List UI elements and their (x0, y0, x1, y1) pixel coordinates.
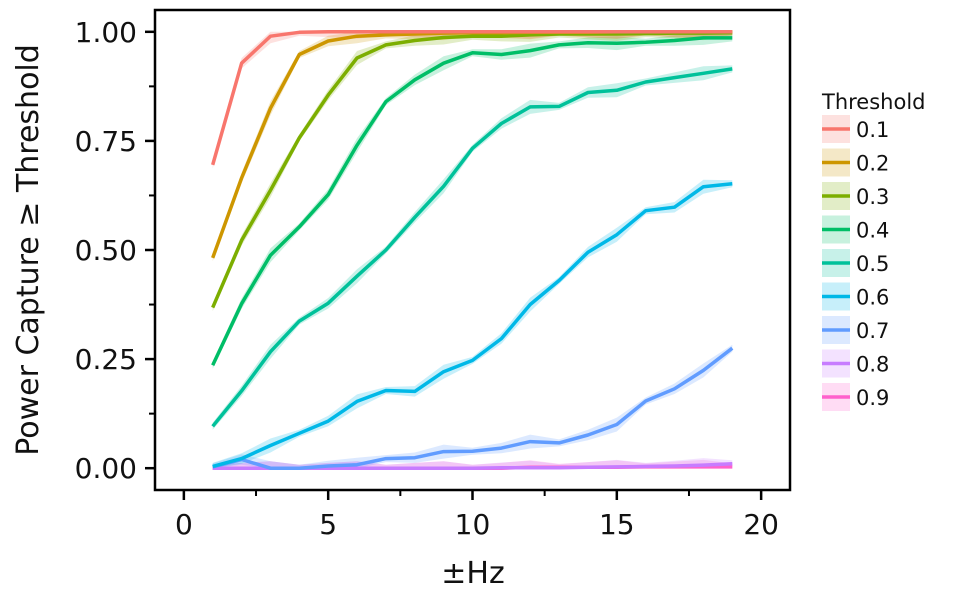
plot-frame (153, 8, 792, 492)
x-tick-label: 15 (599, 508, 635, 541)
legend: 0.1 0.2 0.3 0.4 0.5 0.6 0.7 0.8 0.9 (822, 115, 889, 411)
series-lines (211, 30, 734, 470)
y-tick-label: 1.00 (75, 16, 137, 49)
x-tick-label: 5 (319, 508, 337, 541)
y-tick-label: 0.50 (75, 234, 137, 267)
x-axis-ticks: 0 5 10 15 20 (175, 490, 779, 541)
x-tick-label: 0 (175, 508, 193, 541)
legend-label-0.9: 0.9 (856, 386, 889, 410)
y-tick-label: 0.75 (75, 125, 137, 158)
confidence-bands (212, 31, 733, 469)
y-tick-label: 0.25 (75, 343, 137, 376)
series-line-0.5 (211, 67, 733, 428)
legend-label-0.7: 0.7 (856, 319, 889, 343)
legend-label-0.3: 0.3 (856, 185, 889, 209)
band-0.5 (212, 65, 733, 430)
series-line-0.3 (211, 30, 733, 309)
band-0.1 (212, 31, 733, 169)
legend-title: Threshold (821, 90, 926, 114)
series-line-0.4 (211, 36, 733, 366)
band-0.6 (212, 179, 733, 469)
series-line-0.7 (212, 346, 734, 470)
legend-label-0.2: 0.2 (856, 152, 889, 176)
y-axis-title: Power Capture ≥ Threshold (11, 44, 46, 456)
x-axis-title: ±Hz (441, 556, 504, 591)
legend-label-0.1: 0.1 (856, 118, 889, 142)
legend-label-0.5: 0.5 (856, 252, 889, 276)
y-axis-ticks: 0.00 0.25 0.50 0.75 1.00 (75, 16, 155, 485)
x-tick-label: 10 (455, 508, 491, 541)
legend-label-0.6: 0.6 (856, 286, 889, 310)
x-tick-label: 20 (743, 508, 779, 541)
y-tick-label: 0.00 (75, 452, 137, 485)
legend-label-0.4: 0.4 (856, 219, 889, 243)
series-line-0.1 (211, 30, 733, 166)
series-line-0.6 (212, 181, 733, 469)
legend-label-0.8: 0.8 (856, 353, 889, 377)
